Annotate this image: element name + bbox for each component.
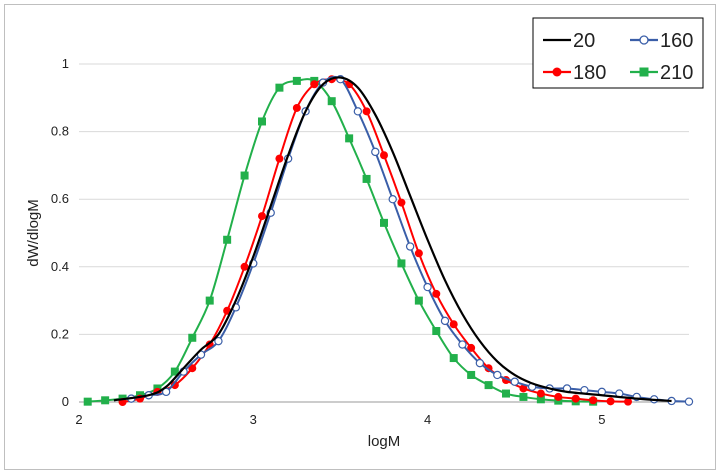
data-point-160 [423, 282, 432, 292]
data-point-180 [258, 212, 266, 221]
x-tick-label: 2 [75, 412, 82, 427]
data-point-160 [353, 107, 363, 116]
data-point-180 [397, 198, 406, 207]
legend: 20 160 180 210 [532, 17, 704, 89]
data-point-180 [310, 80, 319, 89]
series-line-210 [87, 78, 594, 403]
data-point-210 [170, 367, 179, 376]
y-tick-label: 0.6 [51, 191, 69, 206]
data-point-210 [275, 83, 284, 92]
data-point-180 [449, 320, 458, 329]
legend-label: 210 [660, 62, 693, 84]
legend-marker [639, 67, 649, 77]
data-point-180 [432, 289, 441, 298]
legend-label: 180 [573, 62, 606, 84]
y-tick-labels: 0 0.2 0.4 0.6 0.8 1 [51, 56, 69, 409]
data-point-180 [170, 381, 179, 390]
data-point-160 [161, 387, 171, 397]
series-layer [83, 75, 694, 406]
data-point-210 [188, 333, 197, 342]
data-point-180 [275, 154, 284, 163]
data-point-180 [380, 151, 388, 160]
data-point-180 [414, 249, 423, 258]
data-point-210 [449, 354, 458, 363]
legend-marker [639, 35, 649, 45]
y-tick-label: 0.2 [51, 326, 69, 341]
data-point-160 [214, 336, 223, 346]
legend-entry-180: 180 [543, 62, 606, 84]
data-point-210 [519, 392, 528, 401]
data-point-180 [362, 107, 371, 116]
x-tick-labels: 2 3 4 5 [75, 412, 605, 427]
data-point-180 [188, 364, 197, 373]
data-point-180 [536, 389, 545, 398]
series-210 [83, 76, 598, 406]
series-line-20 [113, 76, 672, 403]
legend-entry-210: 210 [630, 62, 693, 84]
data-point-210 [397, 259, 406, 268]
x-tick-label: 4 [424, 412, 431, 427]
data-point-210 [536, 395, 545, 404]
data-point-160 [458, 340, 467, 349]
data-point-210 [292, 76, 301, 85]
gridlines [79, 63, 689, 335]
data-point-210 [327, 97, 336, 106]
y-tick-label: 0.8 [51, 124, 69, 139]
legend-label: 20 [573, 30, 595, 52]
legend-box [532, 17, 704, 89]
data-point-210 [205, 296, 214, 305]
legend-label: 160 [660, 30, 693, 52]
data-point-180 [467, 343, 476, 352]
data-point-160 [493, 370, 502, 380]
data-point-210 [101, 396, 110, 405]
data-point-160 [371, 147, 380, 157]
data-point-180 [519, 384, 528, 393]
data-point-180 [240, 262, 249, 271]
data-point-180 [292, 103, 301, 112]
data-point-180 [589, 396, 598, 405]
data-point-180 [554, 392, 563, 401]
data-point-180 [606, 397, 615, 406]
data-point-210 [362, 174, 371, 183]
series-160 [127, 75, 694, 406]
data-point-160 [684, 397, 694, 406]
data-point-210 [432, 327, 441, 336]
data-point-210 [258, 117, 266, 126]
data-point-210 [223, 235, 232, 244]
data-point-210 [240, 171, 249, 180]
x-tick-label: 5 [598, 412, 605, 427]
data-point-210 [467, 370, 476, 379]
y-axis-title: dW/dlogM [25, 199, 42, 267]
data-point-160 [475, 358, 485, 368]
data-point-210 [83, 397, 92, 406]
data-point-210 [414, 296, 423, 305]
x-axis-title: logM [368, 433, 401, 450]
legend-marker [552, 67, 562, 77]
y-tick-label: 1 [62, 56, 69, 71]
data-point-160 [405, 242, 415, 251]
data-point-180 [624, 397, 632, 406]
x-tick-label: 3 [250, 412, 257, 427]
series-20 [113, 76, 672, 403]
y-tick-label: 0.4 [51, 259, 69, 274]
data-point-210 [484, 381, 493, 390]
data-point-160 [510, 377, 519, 386]
data-point-160 [440, 316, 450, 326]
legend-entry-160: 160 [630, 30, 693, 52]
y-tick-label: 0 [62, 394, 69, 409]
series-line-160 [131, 75, 690, 403]
data-point-160 [388, 194, 397, 204]
data-point-210 [502, 389, 510, 398]
data-point-210 [345, 134, 354, 143]
legend-entry-20: 20 [543, 30, 595, 52]
data-point-180 [571, 394, 580, 403]
series-180 [118, 75, 632, 406]
data-point-210 [380, 218, 388, 227]
